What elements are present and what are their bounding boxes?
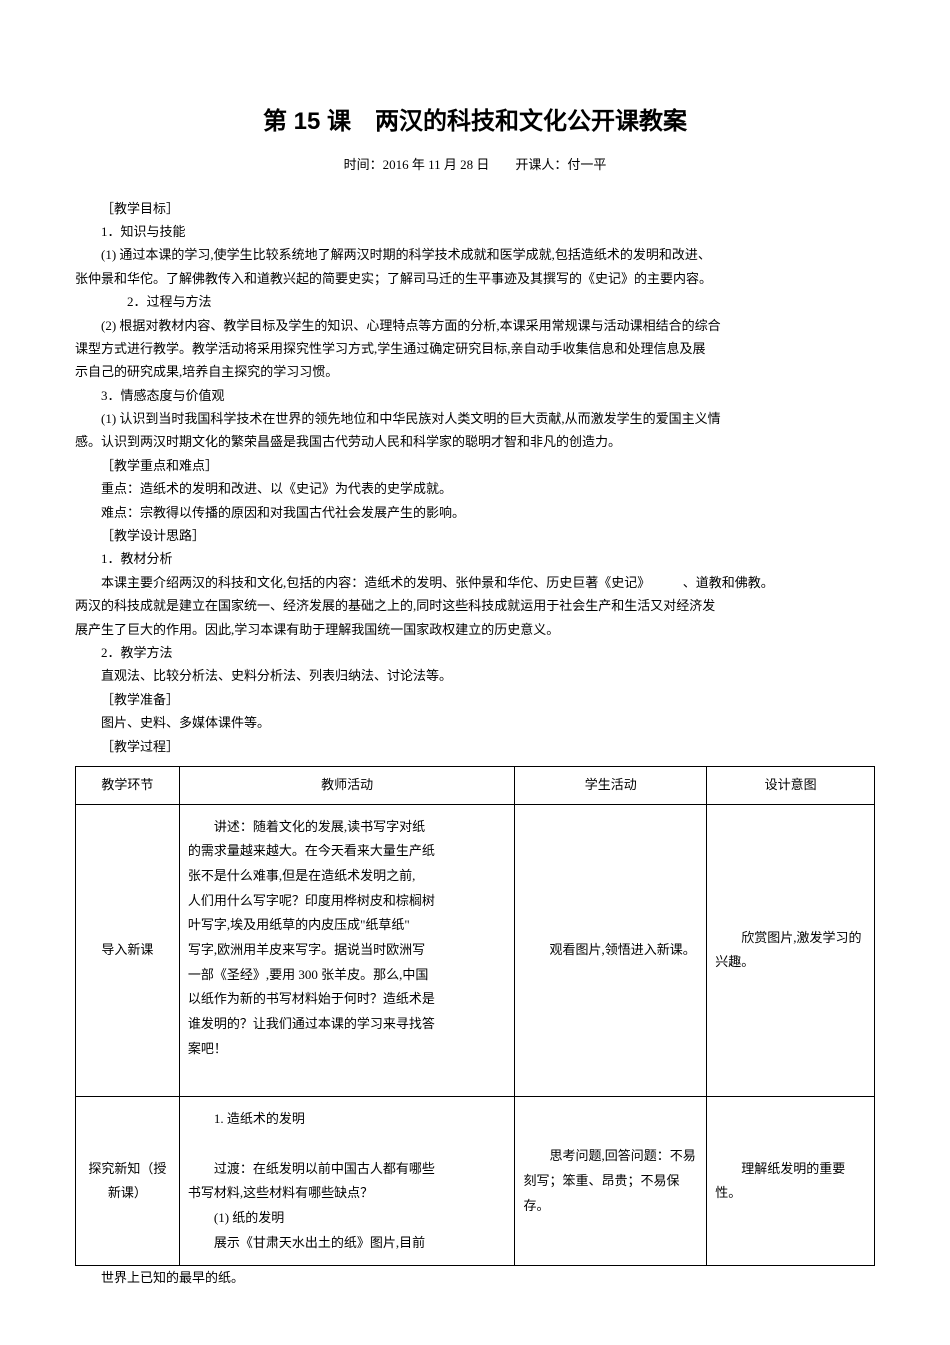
th-teacher: 教师活动	[179, 766, 515, 804]
th-stage: 教学环节	[76, 766, 180, 804]
cell-student-2: 思考问题,回答问题：不易刻写；笨重、昂贵；不易保存。	[515, 1097, 707, 1266]
obj1-p1: (1) 通过本课的学习,使学生比较系统地了解两汉时期的科学技术成就和医学成就,包…	[75, 243, 875, 266]
r2l1	[188, 1132, 507, 1157]
cell-intent-1: 欣赏图片,激发学习的兴趣。	[707, 804, 875, 1097]
r2l3: 书写材料,这些材料有哪些缺点？	[188, 1181, 507, 1206]
cell-stage-2: 探究新知（授新课）	[76, 1097, 180, 1266]
obj3-title: 3．情感态度与价值观	[75, 384, 875, 407]
r2l5: 展示《甘肃天水出土的纸》图片,目前	[188, 1231, 507, 1256]
prep-p1: 图片、史料、多媒体课件等。	[75, 711, 875, 734]
prep-label: ［教学准备］	[75, 688, 875, 711]
obj3-p1b: 感。认识到两汉时期文化的繁荣昌盛是我国古代劳动人民和科学家的聪明才智和非凡的创造…	[75, 430, 875, 453]
cell-teacher-2: 1. 造纸术的发明 过渡：在纸发明以前中国古人都有哪些 书写材料,这些材料有哪些…	[179, 1097, 515, 1266]
r2l2: 过渡：在纸发明以前中国古人都有哪些	[188, 1157, 507, 1182]
r1l8: 谁发明的？让我们通过本课的学习来寻找答	[188, 1012, 507, 1037]
r1l1: 的需求量越来越大。在今天看来大量生产纸	[188, 839, 507, 864]
obj1-title: 1．知识与技能	[75, 220, 875, 243]
r1l4: 叶写字,埃及用纸草的内皮压成"纸草纸"	[188, 913, 507, 938]
cell-stage-1: 导入新课	[76, 804, 180, 1097]
design2-p1: 直观法、比较分析法、史料分析法、列表归纳法、讨论法等。	[75, 664, 875, 687]
focus-label: ［教学重点和难点］	[75, 454, 875, 477]
design1-p1c: 展产生了巨大的作用。因此,学习本课有助于理解我国统一国家政权建立的历史意义。	[75, 618, 875, 641]
design1-title: 1．教材分析	[75, 547, 875, 570]
obj1-p1b: 张仲景和华佗。了解佛教传入和道教兴起的简要史实；了解司马迁的生平事迹及其撰写的《…	[75, 267, 875, 290]
th-student: 学生活动	[515, 766, 707, 804]
r1l5: 写字,欧洲用羊皮来写字。据说当时欧洲写	[188, 938, 507, 963]
r1l9: 案吧！	[188, 1037, 507, 1062]
page-title: 第 15 课 两汉的科技和文化公开课教案	[75, 100, 875, 143]
r2l4: (1) 纸的发明	[188, 1206, 507, 1231]
r1l2: 张不是什么难事,但是在造纸术发明之前,	[188, 864, 507, 889]
subtitle: 时间：2016 年 11 月 28 日 开课人：付一平	[75, 153, 875, 176]
obj2-title: 2．过程与方法	[75, 290, 875, 313]
design1-p1b: 两汉的科技成就是建立在国家统一、经济发展的基础之上的,同时这些科技成就运用于社会…	[75, 594, 875, 617]
obj3-p1: (1) 认识到当时我国科学技术在世界的领先地位和中华民族对人类文明的巨大贡献,从…	[75, 407, 875, 430]
table-row: 导入新课 讲述：随着文化的发展,读书写字对纸 的需求量越来越大。在今天看来大量生…	[76, 804, 875, 1097]
table-row: 探究新知（授新课） 1. 造纸术的发明 过渡：在纸发明以前中国古人都有哪些 书写…	[76, 1097, 875, 1266]
design-label: ［教学设计思路］	[75, 524, 875, 547]
design2-title: 2．教学方法	[75, 641, 875, 664]
lesson-table: 教学环节 教师活动 学生活动 设计意图 导入新课 讲述：随着文化的发展,读书写字…	[75, 766, 875, 1266]
table-header-row: 教学环节 教师活动 学生活动 设计意图	[76, 766, 875, 804]
focus-p1: 重点：造纸术的发明和改进、以《史记》为代表的史学成就。	[75, 477, 875, 500]
cell-student-1: 观看图片,领悟进入新课。	[515, 804, 707, 1097]
obj2-p1c: 示自己的研究成果,培养自主探究的学习习惯。	[75, 360, 875, 383]
table-footnote: 世界上已知的最早的纸。	[75, 1266, 875, 1289]
objectives-label: ［教学目标］	[75, 197, 875, 220]
focus-p2: 难点：宗教得以传播的原因和对我国古代社会发展产生的影响。	[75, 501, 875, 524]
th-intent: 设计意图	[707, 766, 875, 804]
r1l3: 人们用什么写字呢？印度用桦树皮和棕榈树	[188, 889, 507, 914]
cell-teacher-1: 讲述：随着文化的发展,读书写字对纸 的需求量越来越大。在今天看来大量生产纸 张不…	[179, 804, 515, 1097]
r1l7: 以纸作为新的书写材料始于何时？造纸术是	[188, 987, 507, 1012]
r1l6: 一部《圣经》,要用 300 张羊皮。那么,中国	[188, 963, 507, 988]
design1-p1: 本课主要介绍两汉的科技和文化,包括的内容：造纸术的发明、张仲景和华佗、历史巨著《…	[75, 571, 875, 594]
r1l0: 讲述：随着文化的发展,读书写字对纸	[188, 815, 507, 840]
obj2-p1: (2) 根据对教材内容、教学目标及学生的知识、心理特点等方面的分析,本课采用常规…	[75, 314, 875, 337]
obj2-p1b: 课型方式进行教学。教学活动将采用探究性学习方式,学生通过确定研究目标,亲自动手收…	[75, 337, 875, 360]
process-label: ［教学过程］	[75, 735, 875, 758]
r2l0: 1. 造纸术的发明	[188, 1107, 507, 1132]
cell-intent-2: 理解纸发明的重要性。	[707, 1097, 875, 1266]
